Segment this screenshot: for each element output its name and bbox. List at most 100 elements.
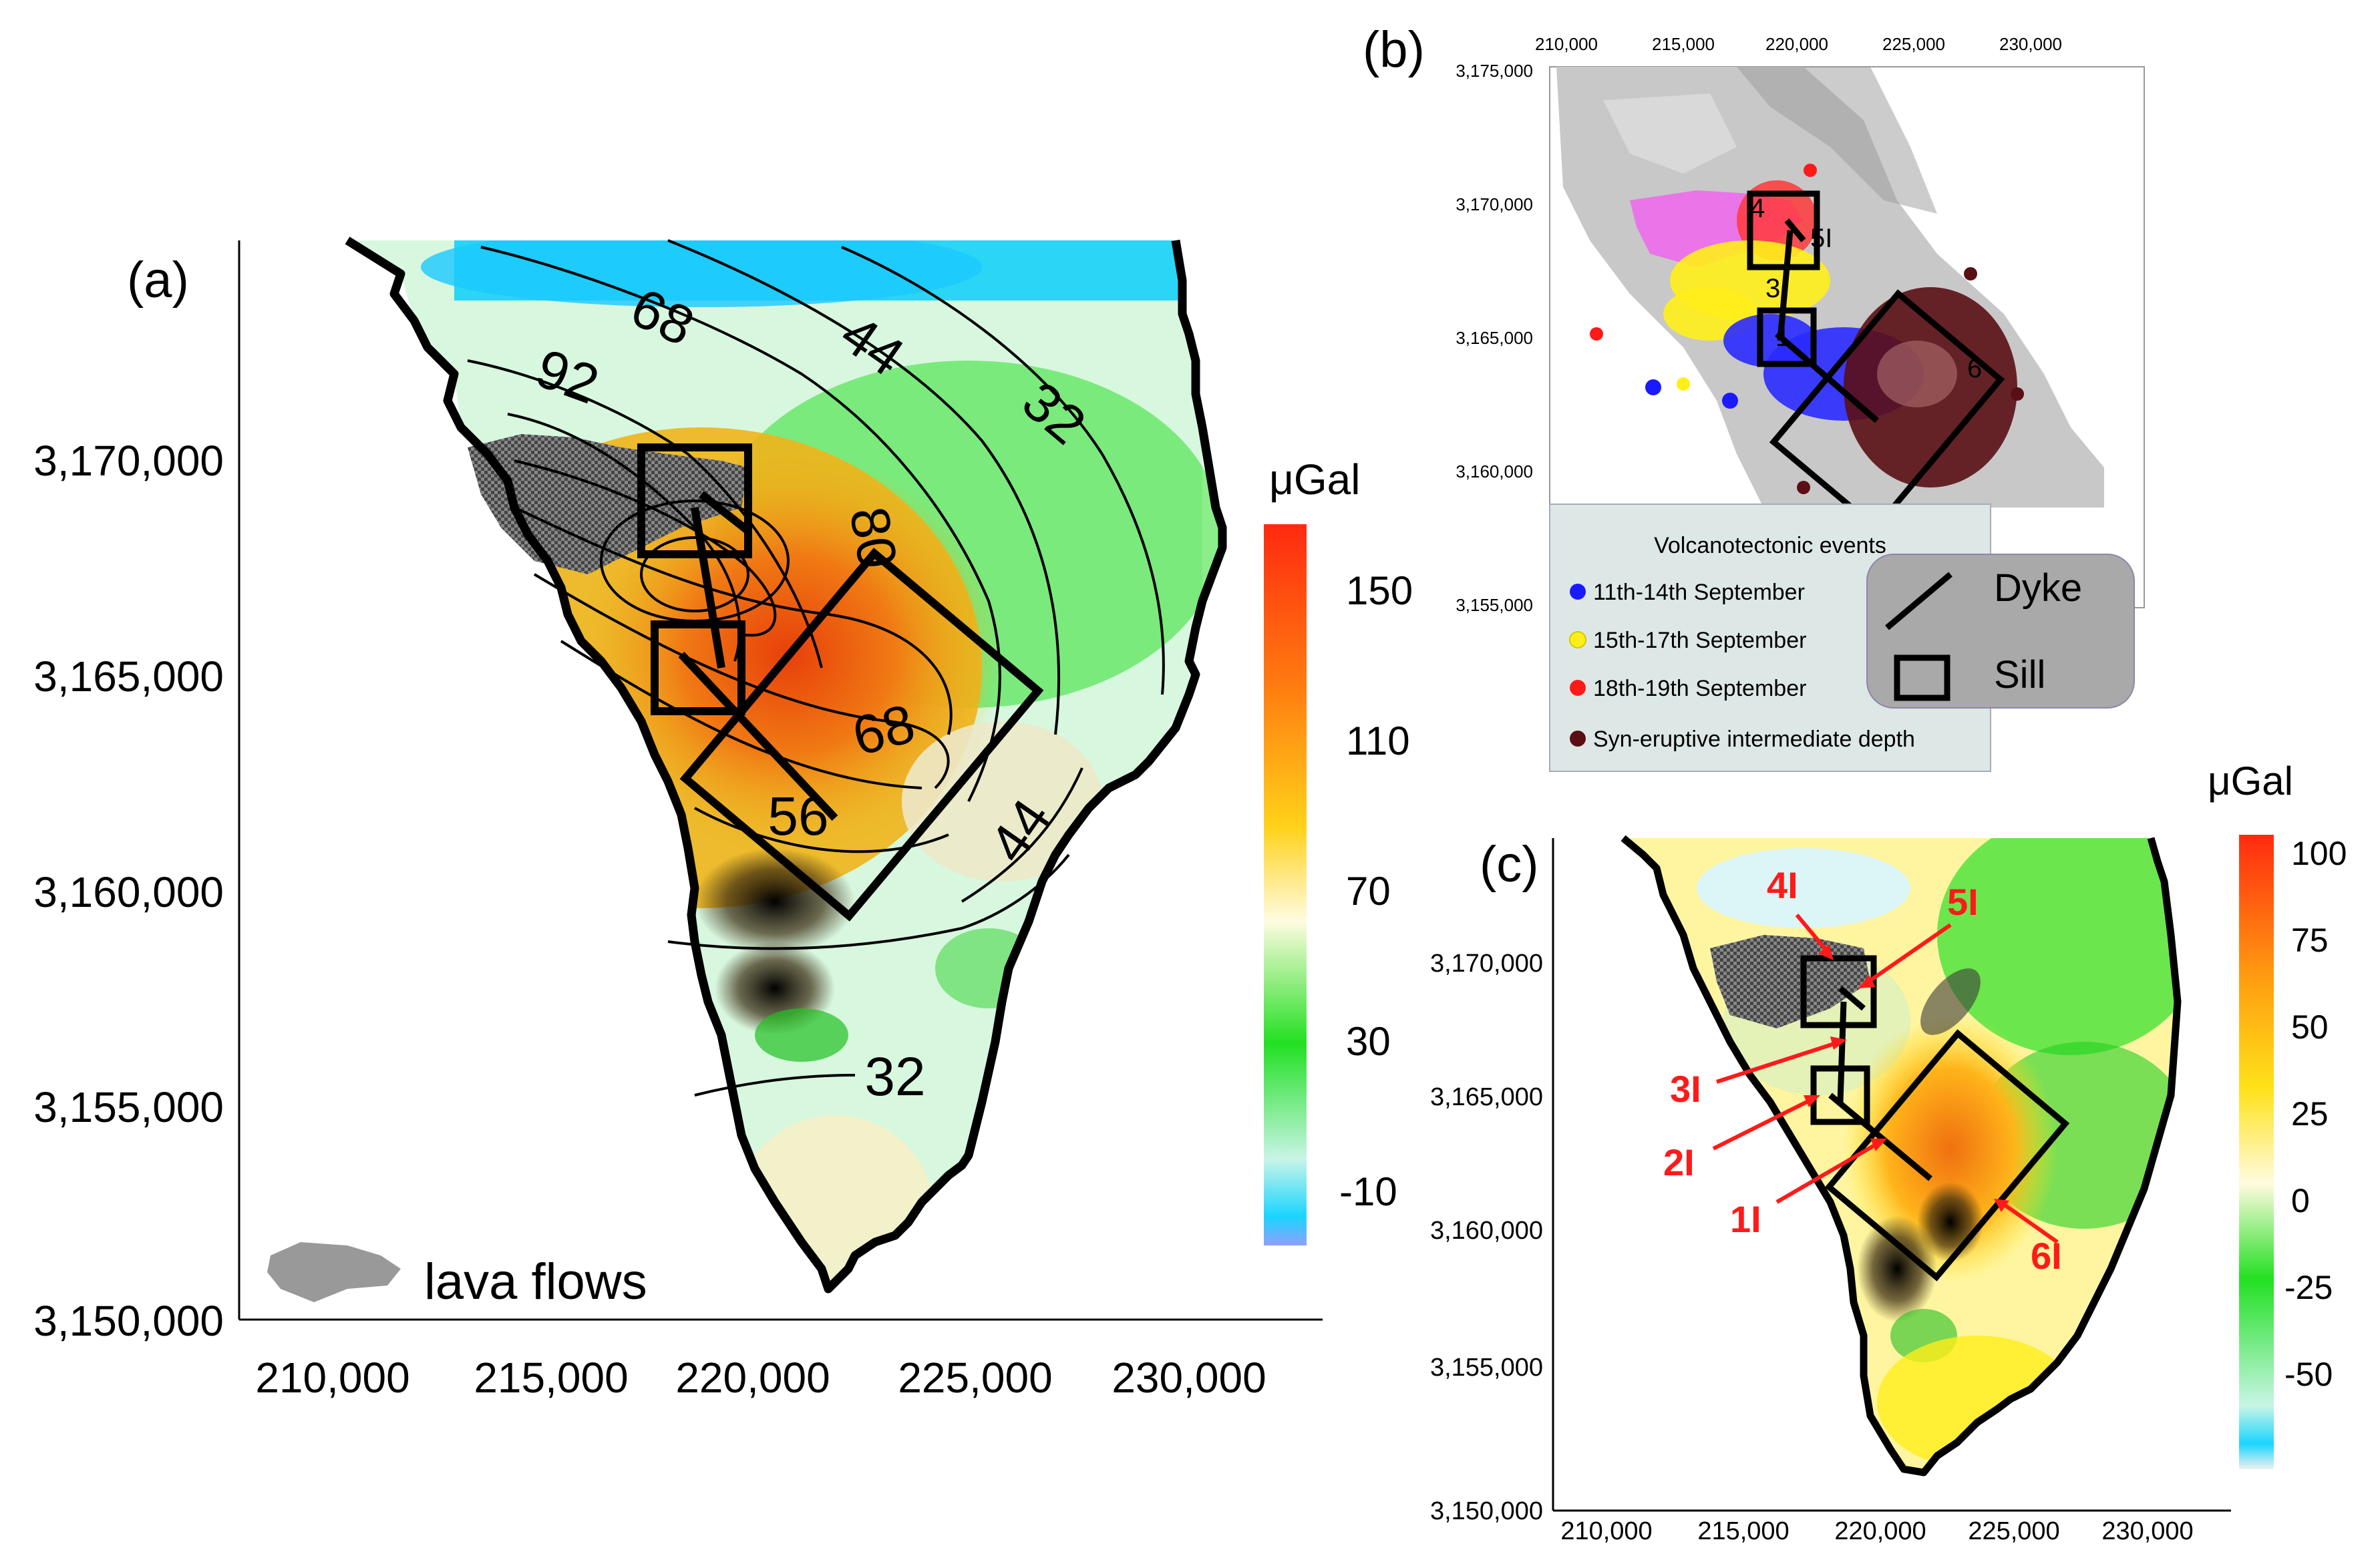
annotation-4I: 4I bbox=[1767, 864, 1798, 906]
panel-c-colorbar bbox=[2239, 835, 2274, 1469]
dyke-line bbox=[1775, 331, 1879, 423]
y-tick: 3,170,000 bbox=[1430, 950, 1543, 978]
panel-c: (c) 4I bbox=[1430, 759, 2347, 1545]
y-tick: 3,175,000 bbox=[1456, 61, 1533, 81]
panel-b-box-labels: 4 5I 3 1 6 bbox=[1750, 194, 1982, 383]
y-tick: 3,160,000 bbox=[33, 868, 224, 916]
annotation-1I: 1I bbox=[1730, 1198, 1761, 1240]
panel-c-coastline bbox=[1621, 835, 2182, 1477]
colorbar-tick: 70 bbox=[1346, 869, 1391, 914]
y-tick: 3,155,000 bbox=[1430, 1354, 1543, 1382]
x-tick: 225,000 bbox=[1968, 1517, 2059, 1545]
box-label: 5I bbox=[1810, 224, 1832, 253]
x-tick: 215,000 bbox=[1652, 34, 1715, 54]
dyke-line bbox=[1837, 1001, 1847, 1103]
colorbar-tick: 100 bbox=[2291, 835, 2347, 872]
panel-a: (a) bbox=[33, 236, 1413, 1402]
x-tick: 220,000 bbox=[1765, 34, 1828, 54]
dyke-line bbox=[1828, 1093, 1932, 1181]
box-label: 4 bbox=[1750, 194, 1765, 223]
y-tick: 3,155,000 bbox=[1456, 595, 1533, 615]
panel-a-colorbar-ticks: 150 110 70 30 -10 bbox=[1339, 568, 1413, 1214]
y-tick: 3,155,000 bbox=[33, 1083, 224, 1131]
colorbar-tick: -10 bbox=[1339, 1169, 1397, 1214]
colorbar-tick: 30 bbox=[1346, 1019, 1391, 1064]
x-tick: 230,000 bbox=[1999, 34, 2062, 54]
annotation-3I: 3I bbox=[1670, 1068, 1701, 1110]
panel-b-x-ticks: 210,000 215,000 220,000 225,000 230,000 bbox=[1535, 34, 2062, 54]
panel-a-y-ticks: 3,170,000 3,165,000 3,160,000 3,155,000 … bbox=[33, 437, 224, 1345]
sill-box bbox=[679, 548, 1044, 922]
sill-box bbox=[637, 443, 752, 558]
sill-box bbox=[1800, 955, 1877, 1028]
panel-c-unit: μGal bbox=[2208, 759, 2293, 803]
legend-item: 11th-14th September bbox=[1593, 580, 1805, 605]
sill-legend-label: Sill bbox=[1994, 653, 2045, 697]
colorbar-tick: 0 bbox=[2291, 1182, 2310, 1219]
panel-a-lava-flow bbox=[468, 434, 748, 574]
sill-box bbox=[1747, 190, 1820, 270]
panel-b-structures bbox=[1747, 190, 2005, 532]
panel-c-colorbar-ticks: 100 75 50 25 0 -25 -50 bbox=[2284, 835, 2347, 1393]
y-tick: 3,150,000 bbox=[1430, 1497, 1543, 1525]
dyke-line bbox=[1784, 218, 1806, 242]
colorbar-tick: -25 bbox=[2284, 1269, 2333, 1306]
colorbar-tick: 110 bbox=[1346, 719, 1410, 763]
contour-label: 56 bbox=[768, 786, 828, 847]
dyke-line bbox=[691, 507, 725, 668]
panel-a-unit: μGal bbox=[1269, 455, 1360, 504]
y-tick: 3,170,000 bbox=[1456, 194, 1533, 214]
panel-a-gravity-field bbox=[347, 240, 1222, 1289]
sill-box bbox=[1769, 289, 2005, 532]
dyke-line bbox=[699, 491, 751, 534]
panel-b: (b) bbox=[1363, 21, 2145, 772]
x-tick: 215,000 bbox=[474, 1354, 628, 1402]
legend-swatch bbox=[1569, 631, 1586, 648]
x-tick: 225,000 bbox=[898, 1354, 1052, 1402]
annotation-5I: 5I bbox=[1947, 881, 1979, 923]
x-tick: 215,000 bbox=[1697, 1517, 1789, 1545]
panel-b-label: (b) bbox=[1363, 21, 1425, 78]
x-tick: 220,000 bbox=[1834, 1517, 1926, 1545]
contour-label: 80 bbox=[838, 502, 908, 573]
sill-box bbox=[651, 620, 745, 715]
x-tick: 220,000 bbox=[675, 1354, 830, 1402]
panel-c-y-ticks: 3,170,000 3,165,000 3,160,000 3,155,000 … bbox=[1430, 950, 1543, 1525]
panel-a-label: (a) bbox=[127, 252, 189, 309]
y-tick: 3,150,000 bbox=[33, 1297, 224, 1345]
box-label: 3 bbox=[1765, 274, 1780, 303]
y-tick: 3,170,000 bbox=[33, 437, 224, 485]
legend-title: Volcanotectonic events bbox=[1654, 533, 1886, 558]
dyke-line bbox=[678, 651, 838, 821]
y-tick: 3,165,000 bbox=[1430, 1083, 1543, 1111]
dyke-legend-label: Dyke bbox=[1994, 566, 2082, 610]
panel-a-x-ticks: 210,000 215,000 220,000 225,000 230,000 bbox=[255, 1354, 1266, 1402]
dyke-legend-swatch bbox=[1885, 572, 1952, 630]
box-label: 1 bbox=[1775, 323, 1790, 352]
panel-b-events bbox=[1590, 164, 2024, 494]
colorbar-tick: 25 bbox=[2291, 1095, 2329, 1133]
legend-item: 18th-19th September bbox=[1593, 676, 1806, 701]
x-tick: 225,000 bbox=[1882, 34, 1945, 54]
sill-box bbox=[1757, 307, 1817, 367]
dyke-line bbox=[1838, 986, 1866, 1011]
dyke-line bbox=[1777, 230, 1794, 341]
panel-a-structures bbox=[637, 443, 1044, 922]
panel-b-y-ticks: 3,175,000 3,170,000 3,165,000 3,160,000 … bbox=[1456, 61, 1533, 615]
panel-a-coastline bbox=[345, 236, 1227, 1294]
legend-swatch bbox=[1570, 731, 1586, 747]
legend-item: 15th-17th September bbox=[1593, 628, 1806, 653]
legend-swatch bbox=[1570, 584, 1586, 600]
legend-swatch bbox=[1570, 680, 1586, 696]
lava-legend-label: lava flows bbox=[424, 1253, 647, 1310]
y-tick: 3,160,000 bbox=[1430, 1217, 1543, 1245]
colorbar-tick: 150 bbox=[1346, 568, 1413, 613]
contour-label: 32 bbox=[864, 1046, 925, 1107]
annotation-2I: 2I bbox=[1663, 1141, 1695, 1183]
x-tick: 210,000 bbox=[1535, 34, 1598, 54]
y-tick: 3,160,000 bbox=[1456, 461, 1533, 481]
panel-a-colorbar bbox=[1264, 524, 1307, 1245]
legend-item: Syn-eruptive intermediate depth bbox=[1593, 727, 1915, 752]
panel-b-events-legend: Volcanotectonic events 11th-14th Septemb… bbox=[1549, 504, 1991, 772]
panel-b-structure-legend: Dyke Sill bbox=[1866, 554, 2135, 709]
